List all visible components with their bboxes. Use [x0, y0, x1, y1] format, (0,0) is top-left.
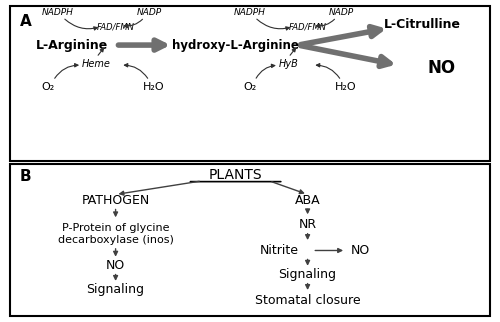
Text: Heme: Heme: [82, 59, 111, 69]
Text: NR: NR: [298, 218, 316, 231]
Text: ABA: ABA: [295, 194, 320, 207]
Text: B: B: [20, 169, 31, 184]
Text: NADP: NADP: [136, 8, 162, 17]
Text: Nitrite: Nitrite: [260, 244, 298, 257]
FancyBboxPatch shape: [10, 6, 490, 161]
Text: L-Arginine: L-Arginine: [36, 39, 109, 52]
Text: O₂: O₂: [244, 82, 256, 92]
Text: NADPH: NADPH: [42, 8, 74, 17]
Text: PLANTS: PLANTS: [209, 168, 262, 182]
Text: H₂O: H₂O: [143, 82, 165, 92]
Text: NADPH: NADPH: [234, 8, 266, 17]
Text: Signaling: Signaling: [86, 283, 144, 296]
Text: PATHOGEN: PATHOGEN: [82, 194, 150, 207]
Text: O₂: O₂: [42, 82, 55, 92]
Text: A: A: [20, 14, 32, 29]
Text: hydroxy-L-Arginine: hydroxy-L-Arginine: [172, 39, 299, 52]
Text: L-Citrulline: L-Citrulline: [384, 18, 462, 32]
Text: H₂O: H₂O: [335, 82, 357, 92]
Text: NO: NO: [106, 259, 125, 272]
Text: Signaling: Signaling: [278, 268, 336, 281]
FancyBboxPatch shape: [10, 164, 490, 316]
Text: decarboxylase (inos): decarboxylase (inos): [58, 235, 174, 245]
Text: NADP: NADP: [328, 8, 354, 17]
Text: P-Protein of glycine: P-Protein of glycine: [62, 223, 170, 233]
Text: HyB: HyB: [278, 59, 298, 69]
Text: FAD/FMN: FAD/FMN: [288, 22, 327, 31]
Text: Stomatal closure: Stomatal closure: [255, 294, 360, 307]
Text: NO: NO: [428, 59, 456, 77]
Text: NO: NO: [351, 244, 370, 257]
Text: FAD/FMN: FAD/FMN: [96, 22, 134, 31]
